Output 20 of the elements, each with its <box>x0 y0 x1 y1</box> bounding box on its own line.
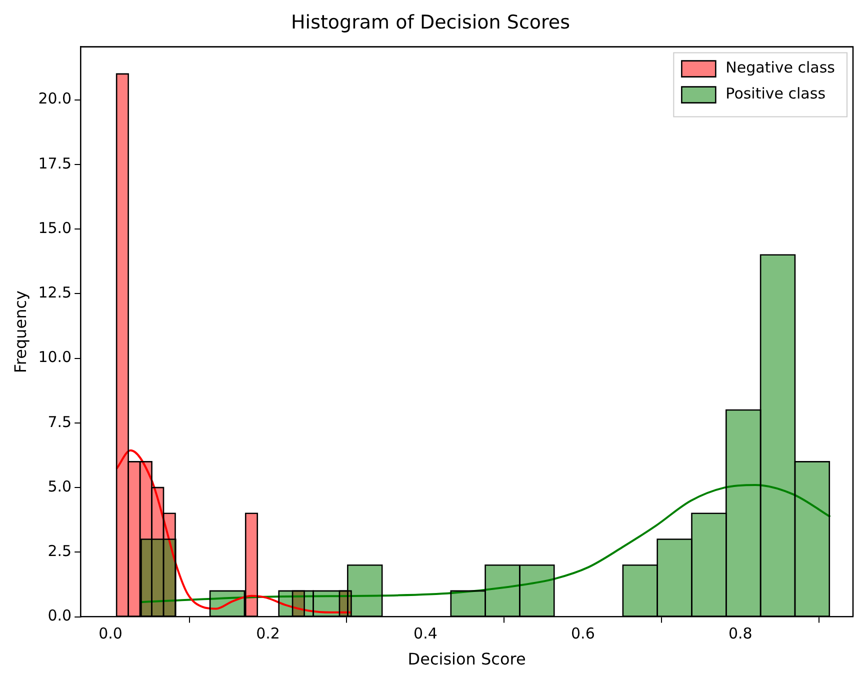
y-tick-label: 10.0 <box>38 348 72 366</box>
y-tick-label: 0.0 <box>48 606 72 625</box>
x-tick-label: 0.8 <box>728 624 752 643</box>
x-axis-title: Decision Score <box>408 650 526 669</box>
legend-label: Positive class <box>726 84 826 103</box>
y-tick-label: 7.5 <box>48 412 72 431</box>
y-tick-label: 17.5 <box>38 154 72 172</box>
y-tick-label: 5.0 <box>48 477 72 496</box>
y-tick-label: 12.5 <box>38 284 72 302</box>
x-tick-label: 0.0 <box>98 624 122 643</box>
y-tick-label: 15.0 <box>38 218 72 237</box>
x-tick-label: 0.6 <box>571 624 595 643</box>
legend-label: Negative class <box>726 58 836 77</box>
x-tick-label: 0.4 <box>414 624 438 643</box>
y-tick-label: 20.0 <box>38 90 72 108</box>
y-axis-title: Frequency <box>10 290 30 374</box>
line-series <box>140 484 832 604</box>
y-tick-label: 2.5 <box>48 542 72 560</box>
chart-title: Histogram of Decision Scores <box>291 11 570 34</box>
x-tick-label: 0.2 <box>256 624 280 643</box>
